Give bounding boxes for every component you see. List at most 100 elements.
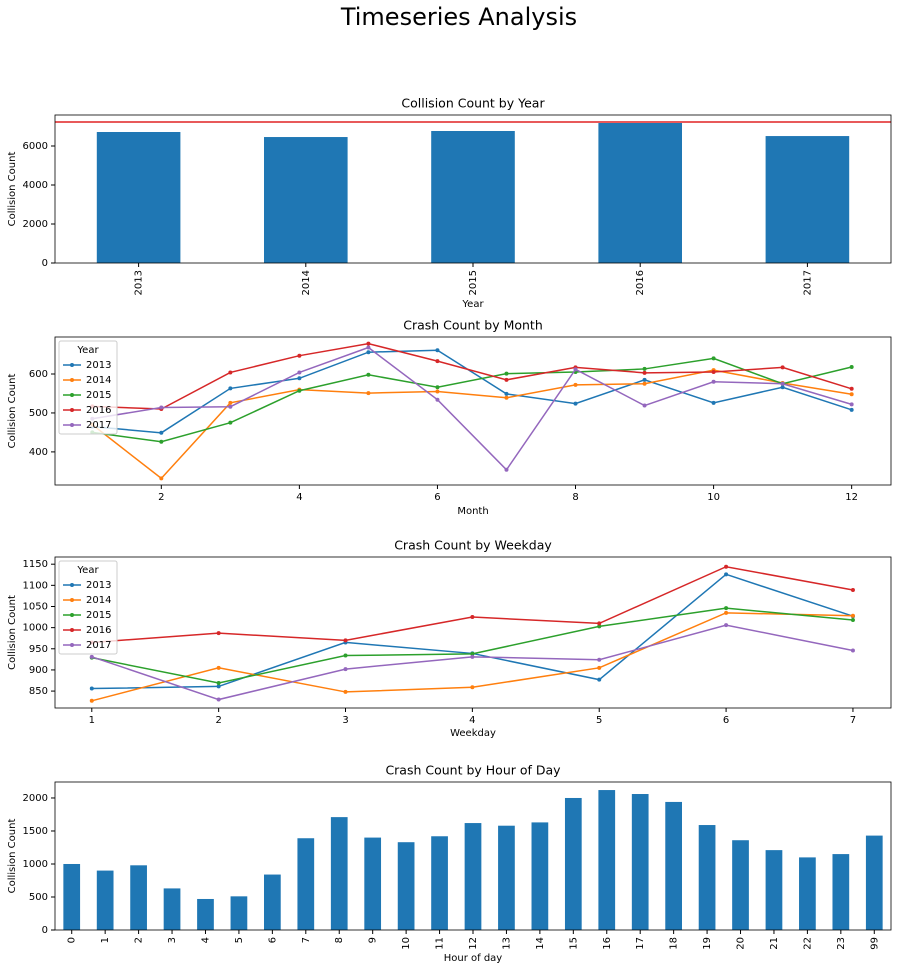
y-tick-label: 1000 (23, 859, 48, 870)
chart-title: Collision Count by Year (401, 96, 545, 111)
point (470, 651, 475, 656)
axes-frame (54, 336, 892, 486)
x-tick-label: 6 (267, 937, 278, 943)
point (343, 667, 348, 672)
point (724, 623, 729, 628)
y-axis-label: Collision Count (7, 595, 18, 670)
point (297, 353, 302, 358)
legend-label: 2014 (86, 375, 111, 386)
point (504, 377, 509, 382)
bar (631, 794, 649, 930)
legend-marker (70, 363, 74, 367)
legend-label: 2017 (86, 420, 111, 431)
point (849, 386, 854, 391)
x-tick-label: 19 (702, 937, 713, 950)
bar (564, 797, 582, 930)
point (724, 572, 729, 577)
bar (63, 863, 81, 930)
y-axis-label: Collision Count (7, 152, 18, 227)
point (850, 618, 855, 623)
y-tick-label: 0 (42, 925, 48, 936)
x-tick-label: 5 (596, 715, 602, 726)
legend-marker (70, 598, 74, 602)
y-tick-label: 1000 (23, 623, 48, 634)
point (504, 371, 509, 376)
x-tick-label: 13 (501, 937, 512, 950)
point (849, 402, 854, 407)
point (780, 385, 785, 390)
bar (96, 132, 181, 263)
bar (96, 870, 114, 930)
x-tick-label: 12 (468, 937, 479, 950)
point (850, 613, 855, 618)
point (228, 400, 233, 405)
legend-label: 2016 (86, 405, 111, 416)
y-tick-label: 1500 (23, 826, 48, 837)
x-tick-label: 9 (368, 937, 379, 943)
series-line (92, 346, 852, 471)
x-tick-label: 7 (850, 715, 856, 726)
point (435, 389, 440, 394)
x-tick-label: 6 (434, 492, 440, 503)
point (724, 606, 729, 611)
point (597, 657, 602, 662)
point (435, 397, 440, 402)
point (597, 621, 602, 626)
y-tick-label: 500 (29, 892, 48, 903)
point (366, 350, 371, 355)
point (597, 677, 602, 682)
series-line (92, 357, 852, 443)
series-line (92, 342, 852, 410)
point (89, 686, 94, 691)
point (849, 392, 854, 397)
x-tick-label: 23 (836, 937, 847, 950)
point (366, 341, 371, 346)
point (435, 385, 440, 390)
legend-label: 2015 (86, 390, 111, 401)
bar (765, 136, 850, 263)
point (711, 379, 716, 384)
bar (297, 838, 315, 930)
point (297, 370, 302, 375)
x-tick-label: 2015 (468, 270, 479, 295)
point (89, 654, 94, 659)
y-tick-label: 1100 (23, 580, 48, 591)
bar (163, 888, 181, 930)
legend-marker (70, 628, 74, 632)
x-tick-label: 2 (134, 937, 145, 943)
point (470, 654, 475, 659)
x-tick-label: 17 (635, 937, 646, 950)
y-tick-label: 2000 (23, 219, 48, 230)
x-tick-label: 2 (215, 715, 221, 726)
series-line (91, 369, 852, 480)
x-tick-label: 4 (296, 492, 302, 503)
bar (431, 836, 448, 930)
point (724, 564, 729, 569)
bar (330, 817, 348, 930)
x-axis-label: Year (461, 299, 484, 310)
point (343, 653, 348, 658)
y-tick-label: 900 (29, 665, 48, 676)
point (435, 359, 440, 364)
legend-label: 2014 (86, 595, 111, 606)
bar (799, 857, 816, 930)
point (642, 377, 647, 382)
axes-frame (54, 114, 892, 264)
legend-marker (70, 583, 74, 587)
bar (598, 122, 682, 263)
point (504, 391, 509, 396)
y-tick-label: 400 (29, 447, 48, 458)
x-axis-label: Hour of day (444, 953, 503, 964)
point (216, 631, 221, 636)
x-tick-label: 18 (669, 937, 680, 950)
x-tick-label: 8 (334, 937, 345, 943)
y-tick-label: 1050 (23, 601, 48, 612)
legend-marker (70, 643, 74, 647)
x-tick-label: 3 (167, 937, 178, 943)
x-axis-label: Weekday (450, 728, 496, 739)
x-tick-label: 14 (535, 937, 546, 950)
legend-label: 2015 (86, 610, 111, 621)
chart-title: Crash Count by Hour of Day (385, 763, 561, 778)
